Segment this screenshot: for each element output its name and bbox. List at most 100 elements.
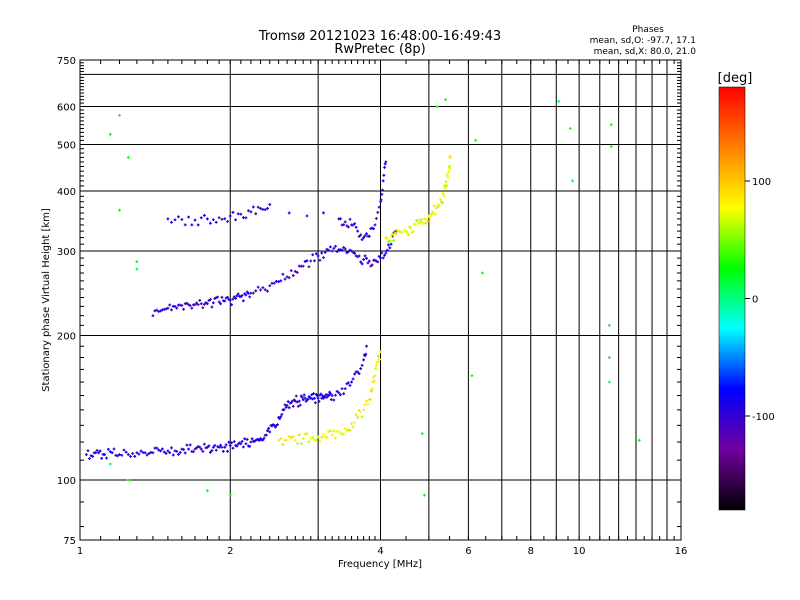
data-point (307, 440, 311, 444)
data-point (353, 372, 357, 376)
data-point (118, 208, 121, 212)
data-point (219, 443, 222, 447)
data-point (442, 192, 445, 196)
data-point (295, 271, 299, 274)
data-point (254, 212, 258, 216)
data-point (320, 435, 324, 439)
colorbar-label: [deg] (718, 71, 753, 86)
data-point (362, 358, 366, 362)
data-point (387, 243, 390, 247)
data-point (389, 242, 393, 246)
data-point (279, 415, 283, 419)
data-point (291, 404, 295, 408)
data-point (196, 223, 200, 227)
chart-title: Tromsø 20121023 16:48:00-16:49:43 (258, 29, 501, 44)
data-point (381, 256, 385, 260)
data-point (124, 450, 128, 454)
data-point (343, 220, 347, 224)
data-point (609, 145, 613, 149)
stats-heading: Phases (632, 25, 664, 35)
data-point (209, 221, 212, 225)
data-point (443, 186, 447, 190)
data-point (370, 389, 373, 393)
data-point (206, 217, 209, 221)
data-point (377, 205, 381, 209)
data-point (303, 260, 307, 263)
data-point (193, 303, 197, 306)
x-tick-label: 6 (465, 546, 471, 557)
data-point (314, 401, 317, 405)
data-point (300, 395, 304, 399)
data-point (266, 429, 269, 433)
data-point (177, 453, 180, 456)
data-point (329, 429, 332, 433)
data-point (85, 453, 88, 456)
data-point (147, 452, 151, 455)
data-point (294, 394, 298, 398)
y-axis-label: Stationary phase Virtual Height [km] (41, 208, 52, 392)
data-point (411, 229, 415, 233)
data-point (166, 306, 170, 310)
y-tick-label: 750 (57, 56, 76, 67)
data-point (431, 210, 435, 214)
data-point (347, 381, 350, 385)
y-axis: 75 100 200 300 400 500 600 750 (57, 56, 681, 547)
data-point (332, 246, 336, 250)
data-point (135, 260, 139, 264)
data-point (206, 302, 209, 306)
data-point (384, 251, 388, 255)
data-point (322, 211, 325, 215)
data-point (284, 406, 288, 409)
stats-o-mode: mean, sd,O: -97.7, 17.1 (590, 36, 696, 46)
data-point (195, 446, 199, 450)
data-point (435, 105, 439, 108)
data-point (135, 267, 139, 271)
data-point (380, 251, 384, 255)
data-point (291, 435, 295, 438)
data-point (385, 237, 389, 240)
data-point (359, 260, 363, 264)
data-point (177, 215, 180, 219)
data-point (304, 399, 308, 403)
data-point (383, 253, 386, 257)
data-point (293, 399, 297, 403)
data-point (360, 238, 364, 242)
data-point (320, 251, 324, 255)
data-point (143, 451, 147, 455)
data-point (311, 397, 315, 401)
data-point (276, 423, 279, 426)
data-point (381, 179, 385, 183)
data-point (332, 429, 336, 433)
data-point (312, 392, 315, 395)
data-point (298, 403, 302, 407)
data-point (217, 445, 221, 449)
data-point (249, 210, 253, 214)
data-point (210, 305, 214, 309)
data-point (448, 156, 452, 159)
data-point (293, 270, 297, 273)
data-point (183, 451, 187, 455)
data-point (256, 205, 260, 209)
data-point (283, 403, 287, 407)
data-point (376, 210, 380, 214)
data-point (231, 210, 235, 214)
y-tick-label: 75 (63, 536, 76, 547)
data-point (357, 254, 361, 258)
data-point (131, 452, 135, 455)
data-point (297, 433, 301, 437)
data-point (199, 447, 203, 451)
data-point (240, 294, 244, 297)
data-point (247, 209, 250, 213)
data-point (301, 264, 305, 268)
data-point (244, 293, 248, 297)
data-point (311, 253, 315, 257)
data-point (170, 220, 173, 224)
data-point (155, 308, 159, 312)
data-point (231, 297, 235, 301)
data-point (214, 220, 218, 224)
colorbar-tick-label: 100 (752, 177, 771, 188)
data-point (470, 374, 474, 378)
data-point (435, 205, 439, 209)
data-point (345, 224, 349, 228)
data-point (188, 304, 192, 308)
